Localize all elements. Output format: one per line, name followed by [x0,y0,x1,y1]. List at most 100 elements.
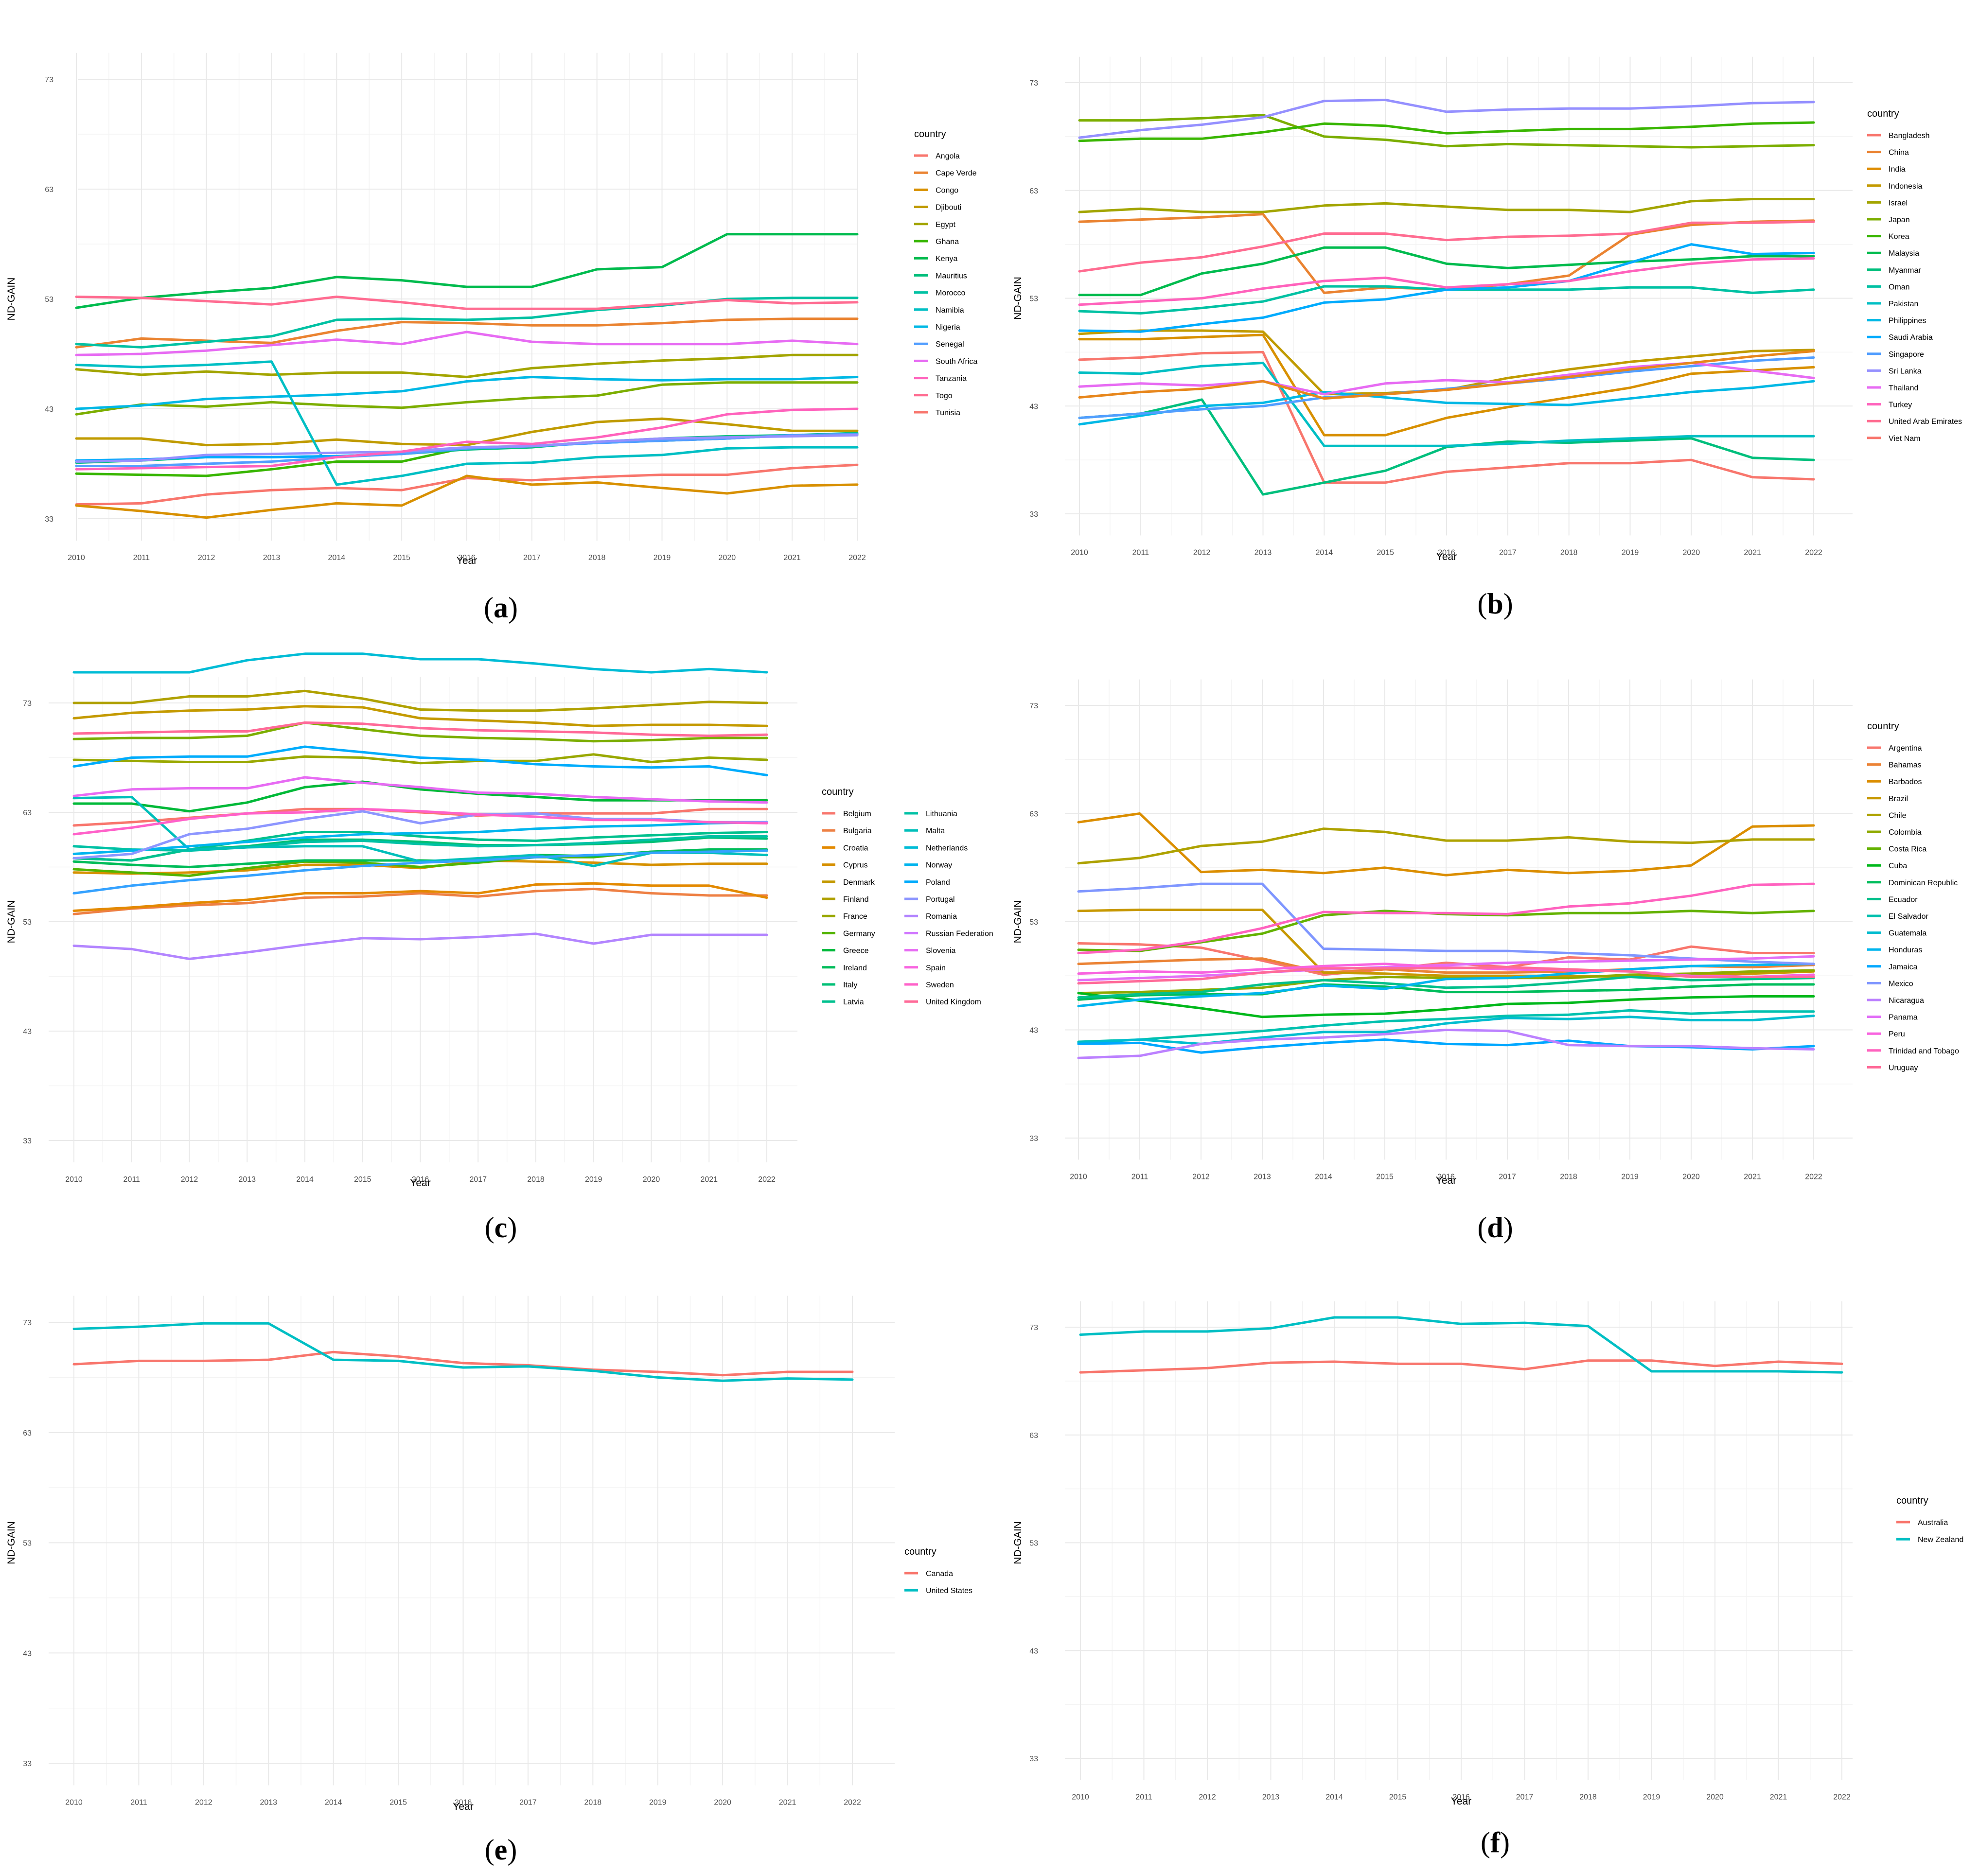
legend-label: South Africa [936,357,977,366]
series-line-finland [72,689,768,712]
y-tick-label: 53 [23,918,32,927]
series-line-senegal [75,376,859,410]
legend-label: Tunisia [936,409,960,417]
legend-label: Nicaragua [1889,997,1924,1005]
legend-label: India [1889,165,1906,174]
series-line-honduras [1077,963,1815,1008]
legend-label: Spain [926,964,946,972]
y-tick-label: 73 [23,700,32,708]
x-tick-label: 2019 [1643,1793,1661,1801]
legend-item: Greece [822,947,869,955]
x-tick-label: 2014 [328,554,346,562]
legend-item: Colombia [1867,828,1922,837]
x-tick-label: 2010 [65,1798,83,1806]
series-line-panama [1077,955,1815,982]
legend-item: Bulgaria [822,827,872,835]
legend-item: Pakistan [1867,300,1918,308]
panel-label: (a) [484,592,518,624]
x-tick-label: 2016 [412,1175,429,1184]
series-line-argentina [1077,942,1815,976]
y-tick-label: 43 [23,1649,32,1658]
legend-label: Congo [936,186,958,194]
y-tick-label: 43 [23,1028,32,1036]
x-tick-label: 2016 [1452,1793,1470,1801]
series-line-tunisia [75,407,859,471]
legend-item: Ecuador [1867,895,1918,904]
x-tick-label: 2010 [68,554,85,562]
legend-item: Chile [1867,811,1907,820]
x-tick-label: 2010 [1072,1793,1089,1801]
x-tick-label: 2015 [1389,1793,1407,1801]
legend-label: Colombia [1889,828,1922,837]
legend-item: South Africa [914,357,977,366]
legend-label: Saudi Arabia [1889,333,1933,342]
legend-label: Chile [1889,811,1907,820]
panel-label: (b) [1477,588,1513,620]
series-line-bangladesh [1078,351,1815,484]
legend-item: Uruguay [1867,1064,1918,1072]
y-axis-title: ND-GAIN [6,900,17,944]
legend-label: Malta [926,827,945,835]
legend-title: country [1896,1495,1928,1506]
x-tick-label: 2020 [714,1798,731,1806]
legend-item: Israel [1867,199,1908,207]
series-line-australia [1079,1359,1843,1374]
x-tick-label: 2019 [654,554,671,562]
legend-title: country [822,787,854,797]
y-tick-label: 33 [1029,1135,1038,1143]
y-axis-title: ND-GAIN [1012,277,1024,320]
x-tick-label: 2021 [1770,1793,1787,1801]
x-tick-label: 2012 [1193,548,1211,557]
x-axis-title: Year [1436,1175,1456,1186]
x-tick-label: 2020 [1706,1793,1724,1801]
panel-e: 33 43 53 63 73 2010 2011 2012 2013 2014 2015 2016 20… [6,1296,972,1866]
x-tick-label: 2015 [1377,548,1394,557]
legend-item: Peru [1867,1030,1905,1038]
legend-label: Dominican Republic [1889,879,1958,887]
x-tick-label: 2016 [1437,1173,1455,1181]
legend-label: Peru [1889,1030,1905,1038]
x-tick-label: 2011 [1135,1793,1152,1801]
legend-label: Kenya [936,255,957,263]
legend: country Australia New Zealand [1896,1495,1963,1544]
legend-label: Ireland [843,964,867,972]
x-tick-label: 2014 [1316,548,1333,557]
legend-item: France [822,912,867,921]
x-tick-label: 2020 [643,1175,660,1184]
series-line-india [1078,333,1815,437]
legend-item: Indonesia [1867,182,1922,191]
series-line-togo [75,434,859,463]
legend-label: Trinidad and Tobago [1889,1047,1959,1055]
legend: country Belgium Bulgaria Croatia Cyprus Denma… [822,787,993,1006]
legend-title: country [914,129,946,140]
series-line-djibouti [75,417,859,447]
x-tick-label: 2015 [354,1175,371,1184]
legend-label: Pakistan [1889,300,1918,308]
x-tick-label: 2013 [1255,548,1272,557]
legend-item: Sweden [904,981,954,989]
legend-label: Sri Lanka [1889,367,1922,375]
x-axis-title: Year [453,1801,473,1812]
x-tick-label: 2015 [1376,1173,1394,1181]
legend-label: Latvia [843,998,864,1006]
legend-item: United Arab Emirates [1867,418,1962,426]
legend-label: Jamaica [1889,963,1918,971]
x-tick-label: 2015 [389,1798,407,1806]
series-line-tunisia [75,296,859,310]
y-tick-label: 33 [23,1760,32,1768]
x-tick-label: 2015 [393,554,410,562]
legend-item: Germany [822,929,875,938]
y-tick-label: 43 [1029,1027,1038,1035]
legend-label: Cape Verde [936,169,977,177]
panel-d: 33 43 53 63 73 2010 2011 2012 2013 2014 2015 2016 20… [1012,679,1959,1244]
panel-b: 33 43 53 63 73 2010 2011 2012 2013 2014 2015 2016 20… [1012,56,1962,620]
legend-label: Ghana [936,238,959,246]
legend-item: Singapore [1867,351,1924,359]
legend-label: Bangladesh [1889,132,1930,140]
series-line-israel [1078,198,1815,213]
y-axis-title: ND-GAIN [6,278,17,321]
series-line-canada [72,1350,854,1377]
series-line-viet-nam [1078,350,1815,400]
legend-label: Lithuania [926,810,957,818]
x-tick-label: 2016 [1438,548,1455,557]
